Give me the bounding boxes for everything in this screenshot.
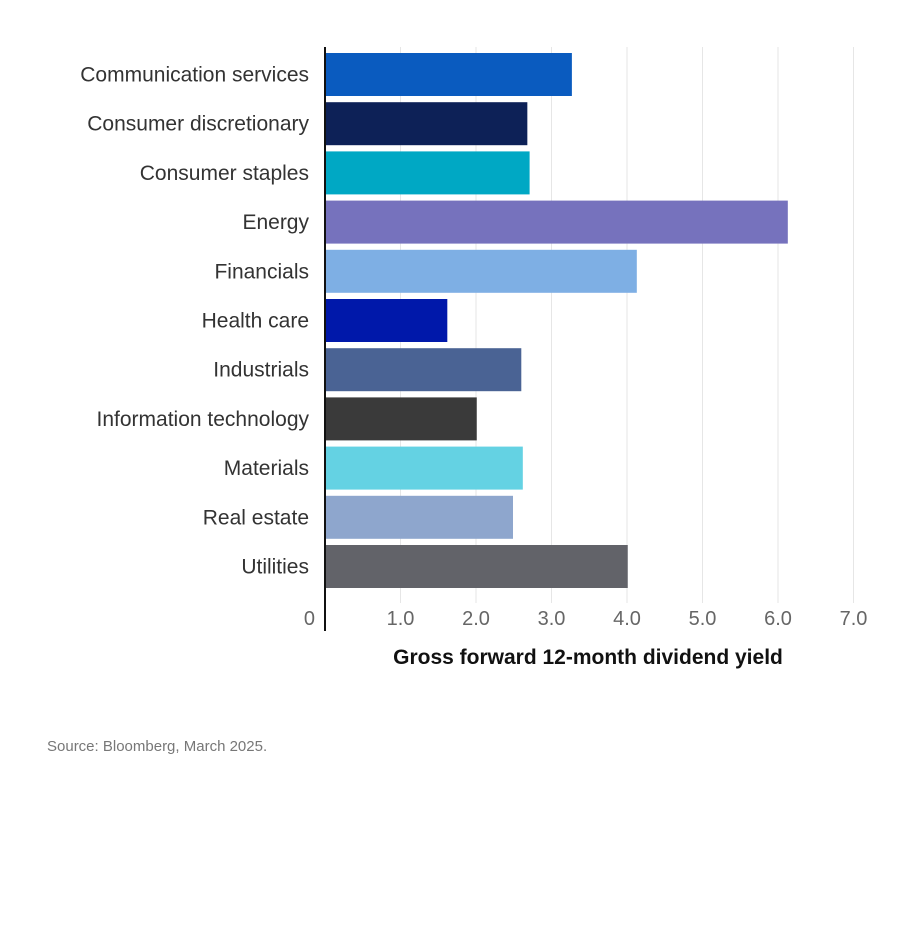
bar <box>325 495 513 539</box>
bar <box>325 102 528 146</box>
x-tick-label: 5.0 <box>689 608 717 630</box>
bar <box>325 299 448 342</box>
bar <box>325 53 572 96</box>
bar-chart: Communication services Consumer discretio… <box>80 47 868 669</box>
bar <box>325 545 628 588</box>
x-tick-label: 4.0 <box>613 608 641 630</box>
source-note: Source: Bloomberg, March 2025. <box>47 738 268 755</box>
category-label: Health care <box>202 310 309 333</box>
category-label: Communication services <box>80 64 309 87</box>
bars <box>325 53 788 588</box>
bar <box>325 446 523 490</box>
x-tick-label: 3.0 <box>538 608 566 630</box>
x-tick-label: 7.0 <box>840 608 868 630</box>
bar <box>325 249 637 293</box>
x-tick-label: 2.0 <box>462 608 490 630</box>
category-label: Utilities <box>241 556 309 579</box>
category-label: Industrials <box>213 359 309 382</box>
category-label: Information technology <box>97 408 310 431</box>
category-label: Consumer staples <box>140 162 309 185</box>
x-tick-label: 1.0 <box>387 608 415 630</box>
category-label: Real estate <box>203 506 309 529</box>
bar <box>325 397 477 441</box>
category-labels: Communication services Consumer discretio… <box>80 64 309 579</box>
x-tick-label: 0 <box>304 608 315 630</box>
bar <box>325 151 530 195</box>
category-label: Materials <box>224 457 309 480</box>
category-label: Energy <box>242 211 309 234</box>
x-tick-labels: 0 1.0 2.0 3.0 4.0 5.0 6.0 7.0 <box>304 608 868 630</box>
category-label: Financials <box>214 260 309 283</box>
category-label: Consumer discretionary <box>87 113 309 136</box>
bar <box>325 348 522 392</box>
x-tick-label: 6.0 <box>764 608 792 630</box>
x-axis-title: Gross forward 12-month dividend yield <box>393 646 783 669</box>
bar <box>325 200 788 244</box>
